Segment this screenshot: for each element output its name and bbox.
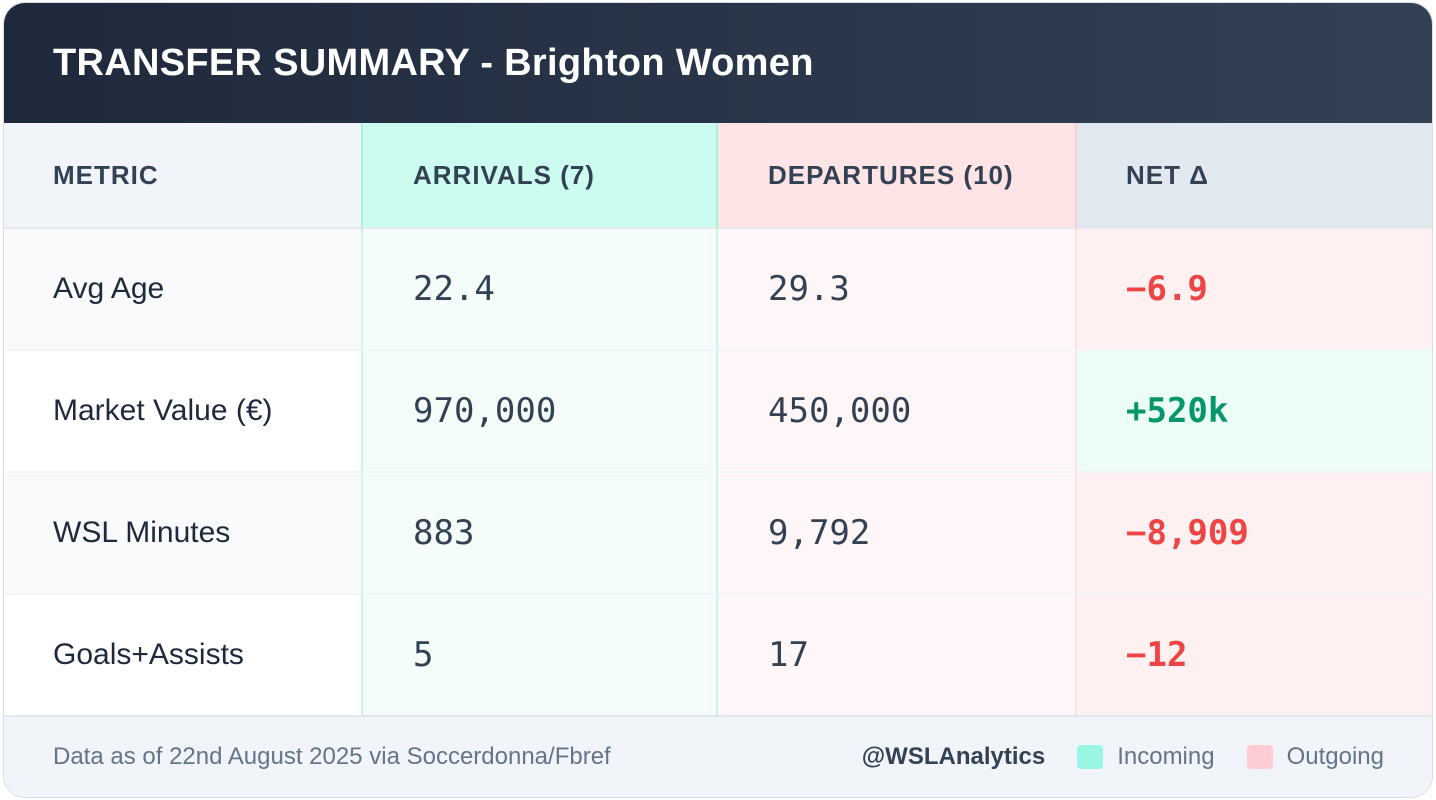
- arrivals-value: 883: [413, 513, 475, 553]
- arrivals-cell: 970,000: [361, 351, 718, 473]
- column-header-label: DEPARTURES (10): [768, 159, 1014, 190]
- departures-value: 17: [768, 635, 809, 675]
- column-header-label: METRIC: [53, 159, 159, 190]
- departures-value: 29.3: [768, 269, 850, 309]
- net-cell: −6.9: [1075, 229, 1432, 351]
- transfer-summary-card: TRANSFER SUMMARY - Brighton Women METRIC…: [3, 2, 1433, 798]
- footer-legend: @WSLAnalytics Incoming Outgoing: [862, 743, 1384, 771]
- net-value: +520k: [1126, 391, 1229, 431]
- metric-cell: Goals+Assists: [4, 595, 361, 717]
- legend-incoming-label: Incoming: [1117, 743, 1215, 770]
- table-row: Avg Age 22.4 29.3 −6.9: [4, 229, 1432, 351]
- page-title: TRANSFER SUMMARY - Brighton Women: [53, 41, 814, 84]
- departures-cell: 450,000: [718, 351, 1075, 473]
- table-header-row: METRIC ARRIVALS (7) DEPARTURES (10) NET …: [4, 123, 1432, 229]
- net-cell: −12: [1075, 595, 1432, 717]
- metric-cell: WSL Minutes: [4, 473, 361, 595]
- arrivals-value: 22.4: [413, 269, 495, 309]
- column-header-arrivals: ARRIVALS (7): [361, 123, 718, 229]
- data-source-note: Data as of 22nd August 2025 via Soccerdo…: [53, 743, 611, 770]
- metric-label: Market Value (€): [53, 394, 273, 427]
- departures-cell: 17: [718, 595, 1075, 717]
- departures-value: 450,000: [768, 391, 912, 431]
- arrivals-cell: 22.4: [361, 229, 718, 351]
- legend-outgoing-label: Outgoing: [1286, 743, 1384, 770]
- outgoing-swatch: [1246, 745, 1273, 769]
- table-row: Market Value (€) 970,000 450,000 +520k: [4, 351, 1432, 473]
- departures-cell: 29.3: [718, 229, 1075, 351]
- net-value: −6.9: [1126, 269, 1208, 309]
- departures-cell: 9,792: [718, 473, 1075, 595]
- column-header-net: NET Δ: [1075, 123, 1432, 229]
- table-row: Goals+Assists 5 17 −12: [4, 595, 1432, 717]
- net-value: −8,909: [1126, 513, 1249, 553]
- arrivals-value: 970,000: [413, 391, 557, 431]
- metric-cell: Market Value (€): [4, 351, 361, 473]
- departures-value: 9,792: [768, 513, 871, 553]
- social-handle: @WSLAnalytics: [861, 743, 1046, 770]
- metric-label: Avg Age: [53, 272, 165, 305]
- column-header-departures: DEPARTURES (10): [718, 123, 1075, 229]
- net-cell: −8,909: [1075, 473, 1432, 595]
- metric-cell: Avg Age: [4, 229, 361, 351]
- incoming-swatch: [1077, 745, 1104, 769]
- column-header-label: ARRIVALS (7): [413, 159, 595, 190]
- metric-label: WSL Minutes: [53, 516, 231, 549]
- net-cell: +520k: [1075, 351, 1432, 473]
- table-row: WSL Minutes 883 9,792 −8,909: [4, 473, 1432, 595]
- card-header: TRANSFER SUMMARY - Brighton Women: [4, 3, 1432, 123]
- column-header-label: NET Δ: [1126, 159, 1209, 190]
- arrivals-cell: 883: [361, 473, 718, 595]
- arrivals-value: 5: [413, 635, 434, 675]
- metric-label: Goals+Assists: [53, 638, 244, 671]
- card-footer: Data as of 22nd August 2025 via Soccerdo…: [4, 715, 1432, 797]
- table-body: Avg Age 22.4 29.3 −6.9 Market Value (€) …: [4, 229, 1432, 717]
- net-value: −12: [1126, 635, 1188, 675]
- arrivals-cell: 5: [361, 595, 718, 717]
- column-header-metric: METRIC: [4, 123, 361, 229]
